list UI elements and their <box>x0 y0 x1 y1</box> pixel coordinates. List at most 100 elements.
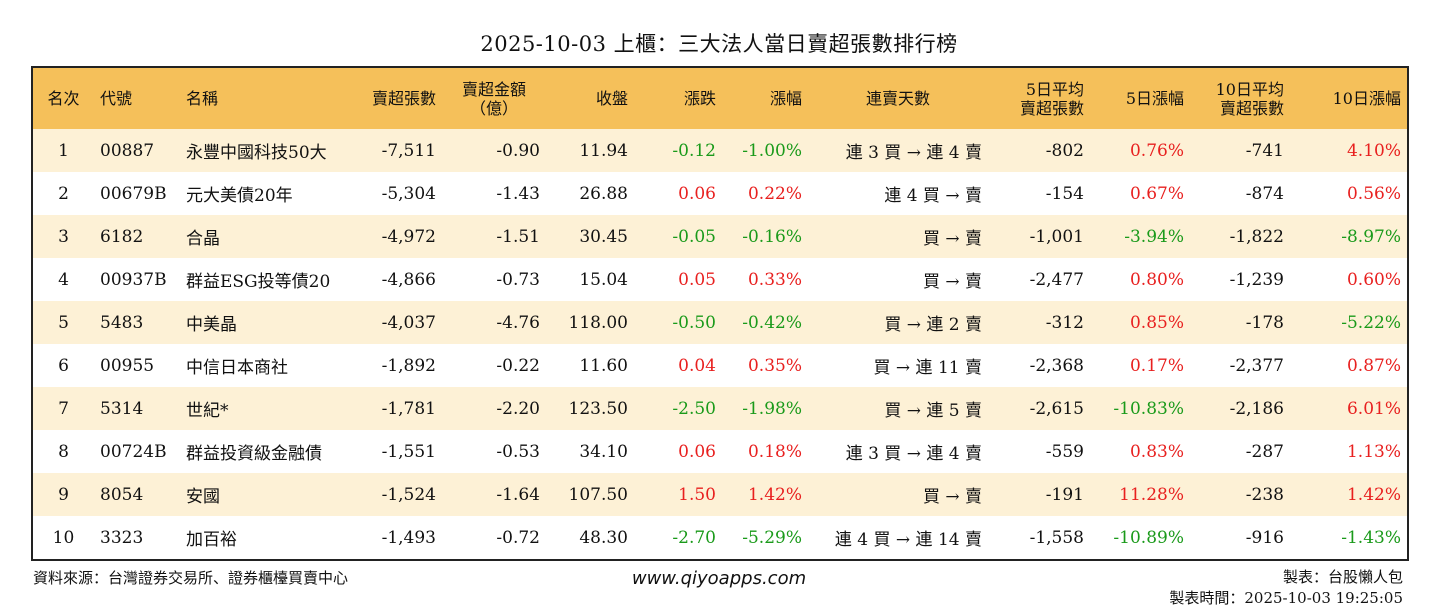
website-link[interactable]: www.qiyoapps.com <box>631 568 807 589</box>
data-source: 資料來源：台灣證券交易所、證券櫃檯買賣中心 <box>33 569 349 587</box>
avg10-cell: -916 <box>1245 527 1284 548</box>
header-sell-amount: 賣超金額 （億） <box>461 79 526 118</box>
header-code: 代號 <box>100 89 133 108</box>
change-pct-cell: 0.33% <box>747 269 802 290</box>
code-cell: 00724B <box>100 441 167 462</box>
pct5-cell: 0.80% <box>1129 269 1184 290</box>
change-pct-cell: 0.22% <box>747 183 802 204</box>
close-cell: 15.04 <box>579 269 628 290</box>
rank-cell: 4 <box>58 269 69 290</box>
change-pct-cell: -1.00% <box>742 140 802 161</box>
streak-cell: 買 → 連 11 賣 <box>873 358 983 378</box>
rank-cell: 5 <box>58 312 69 333</box>
header-close: 收盤 <box>595 89 628 108</box>
header-streak: 連賣天數 <box>865 89 930 108</box>
avg10-cell: -238 <box>1245 484 1284 505</box>
footer-credits: 製表：台股懶人包 製表時間：2025-10-03 19:25:05 <box>1169 567 1403 609</box>
change-pct-cell: -5.29% <box>742 527 802 548</box>
avg5-cell: -559 <box>1045 441 1084 462</box>
sell-volume-cell: -4,972 <box>381 226 436 247</box>
streak-cell: 買 → 賣 <box>922 487 982 507</box>
pct5-cell: 11.28% <box>1119 484 1184 505</box>
avg5-cell: -191 <box>1045 484 1084 505</box>
streak-cell: 連 3 買 → 連 4 賣 <box>845 444 982 464</box>
close-cell: 26.88 <box>579 183 628 204</box>
sell-volume-cell: -4,866 <box>381 269 436 290</box>
header-rank: 名次 <box>47 89 80 108</box>
change-cell: 0.06 <box>678 441 716 462</box>
sell-volume-cell: -1,524 <box>381 484 436 505</box>
close-cell: 123.50 <box>568 398 628 419</box>
header-change-pct: 漲幅 <box>769 89 802 108</box>
code-cell: 6182 <box>100 226 144 247</box>
change-pct-cell: -1.98% <box>742 398 802 419</box>
code-cell: 00887 <box>100 140 155 161</box>
sell-amount-cell: -0.72 <box>496 527 540 548</box>
change-cell: 0.04 <box>678 355 716 376</box>
pct5-cell: 0.83% <box>1129 441 1184 462</box>
pct10-cell: 1.42% <box>1346 484 1401 505</box>
sell-volume-cell: -7,511 <box>381 140 436 161</box>
name-cell: 群益ESG投等債20 <box>186 272 331 292</box>
streak-cell: 買 → 連 5 賣 <box>884 401 982 421</box>
close-cell: 34.10 <box>579 441 628 462</box>
name-cell: 世紀* <box>186 401 229 421</box>
name-cell: 加百裕 <box>186 530 237 550</box>
avg5-cell: -1,001 <box>1029 226 1084 247</box>
streak-cell: 連 4 買 → 連 14 賣 <box>834 530 982 550</box>
sell-amount-cell: -0.90 <box>496 140 540 161</box>
pct10-cell: -8.97% <box>1341 226 1401 247</box>
rank-cell: 8 <box>58 441 69 462</box>
table-row: 5 5483 中美晶 -4,037 -4.76 118.00 -0.50 -0.42% 買 → … <box>32 301 1408 344</box>
change-cell: -2.70 <box>672 527 716 548</box>
table-row: 7 5314 世紀* -1,781 -2.20 123.50 -2.50 -1.98% 買 → … <box>32 387 1408 430</box>
rank-cell: 10 <box>52 527 75 548</box>
table-row: 3 6182 合晶 -4,972 -1.51 30.45 -0.05 -0.16% 買 → 賣 -… <box>32 215 1408 258</box>
table-row: 9 8054 安國 -1,524 -1.64 107.50 1.50 1.42% 買 → 賣 -1… <box>32 473 1408 516</box>
name-cell: 元大美債20年 <box>186 186 293 206</box>
sell-volume-cell: -5,304 <box>381 183 436 204</box>
sell-amount-cell: -1.43 <box>496 183 540 204</box>
header-pct10: 10日漲幅 <box>1332 89 1401 108</box>
name-cell: 中美晶 <box>186 315 237 335</box>
header-sell-volume: 賣超張數 <box>371 89 436 108</box>
header-pct5: 5日漲幅 <box>1125 89 1184 108</box>
code-cell: 5483 <box>100 312 144 333</box>
pct10-cell: 1.13% <box>1346 441 1401 462</box>
rank-cell: 3 <box>58 226 69 247</box>
change-pct-cell: 0.35% <box>747 355 802 376</box>
avg10-cell: -741 <box>1245 140 1284 161</box>
code-cell: 00955 <box>100 355 155 376</box>
header-avg10: 10日平均 賣超張數 <box>1215 79 1284 118</box>
avg5-cell: -1,558 <box>1029 527 1084 548</box>
rank-cell: 6 <box>58 355 69 376</box>
pct10-cell: 0.60% <box>1346 269 1401 290</box>
pct5-cell: 0.76% <box>1129 140 1184 161</box>
avg5-cell: -312 <box>1045 312 1084 333</box>
name-cell: 合晶 <box>186 229 220 249</box>
sell-amount-cell: -1.51 <box>496 226 540 247</box>
pct5-cell: -3.94% <box>1124 226 1184 247</box>
change-pct-cell: 1.42% <box>747 484 802 505</box>
header-avg5: 5日平均 賣超張數 <box>1019 79 1084 118</box>
name-cell: 群益投資級金融債 <box>186 444 322 464</box>
code-cell: 3323 <box>100 527 144 548</box>
sell-volume-cell: -4,037 <box>381 312 436 333</box>
table-row: 6 00955 中信日本商社 -1,892 -0.22 11.60 0.04 0.35% 買 →… <box>32 344 1408 387</box>
sell-volume-cell: -1,493 <box>381 527 436 548</box>
avg5-cell: -802 <box>1045 140 1084 161</box>
name-cell: 中信日本商社 <box>186 358 288 378</box>
pct10-cell: -5.22% <box>1341 312 1401 333</box>
streak-cell: 買 → 連 2 賣 <box>884 315 982 335</box>
name-cell: 安國 <box>186 487 220 507</box>
change-cell: 1.50 <box>678 484 716 505</box>
avg10-cell: -178 <box>1245 312 1284 333</box>
ranking-table: 名次 代號 名稱 賣超張數 賣超金額 （億） 收盤 漲跌 漲幅 連賣天數 5日平均 賣超張數 5日漲幅 1… <box>31 66 1409 561</box>
rank-cell: 2 <box>58 183 69 204</box>
avg10-cell: -2,186 <box>1229 398 1284 419</box>
change-pct-cell: -0.16% <box>742 226 802 247</box>
table-row: 4 00937B 群益ESG投等債20 -4,866 -0.73 15.04 0.05 0.3… <box>32 258 1408 301</box>
avg5-cell: -2,368 <box>1029 355 1084 376</box>
rank-cell: 1 <box>58 140 69 161</box>
change-cell: -2.50 <box>672 398 716 419</box>
